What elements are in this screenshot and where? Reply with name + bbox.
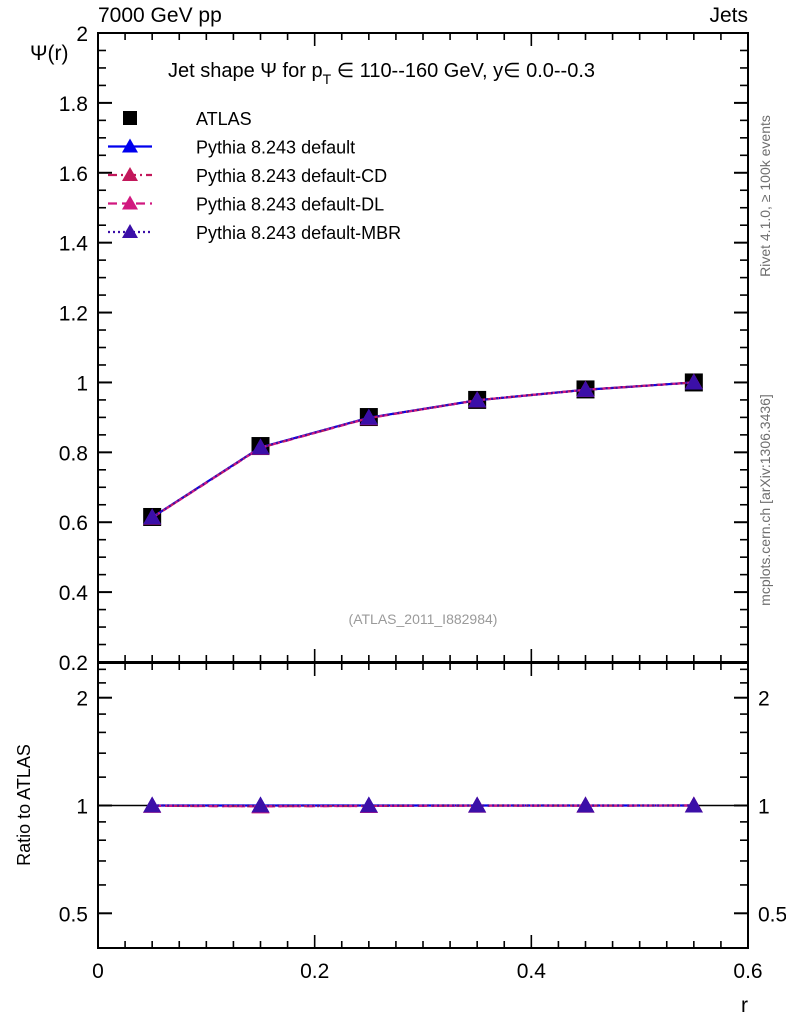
ratio-data-point-marker (251, 796, 270, 813)
ratio-y-tick-label-right: 2 (758, 688, 770, 711)
y-tick-label: 1.4 (59, 233, 89, 256)
legend-marker-triangle (122, 224, 138, 238)
legend-entry[interactable]: ATLAS (123, 109, 252, 129)
legend-marker-triangle (122, 138, 138, 153)
y-tick-label: 1 (76, 372, 88, 395)
legend-entry[interactable]: Pythia 8.243 default-MBR (108, 223, 401, 243)
legend-label: Pythia 8.243 default (196, 138, 355, 158)
legend-label: ATLAS (196, 109, 252, 129)
y-tick-label: 0.6 (59, 512, 88, 535)
legend-marker-triangle (122, 167, 138, 181)
y-tick-label: 2 (76, 23, 88, 46)
y-tick-label: 1.6 (59, 163, 88, 186)
ratio-data-point-marker (684, 796, 703, 813)
series-line (151, 381, 694, 519)
x-tick-label: 0 (92, 960, 104, 983)
ratio-data-point-marker (359, 796, 378, 813)
ratio-y-tick-label: 2 (76, 688, 88, 711)
legend-label: Pythia 8.243 default-CD (196, 166, 387, 186)
legend-marker-square (123, 111, 137, 125)
ratio-y-tick-label-right: 0.5 (758, 903, 786, 926)
x-tick-label: 0.4 (517, 960, 547, 983)
series-pythia-8-243-default-mbr (143, 373, 703, 525)
ratio-data-point-marker (468, 796, 487, 813)
series-line (151, 381, 694, 519)
y-tick-label: 0.4 (59, 582, 89, 605)
legend-label: Pythia 8.243 default-DL (196, 195, 384, 215)
y-tick-label: 0.2 (59, 652, 88, 675)
y-tick-label: 1.8 (59, 93, 88, 116)
series-line (151, 381, 694, 519)
legend-marker-triangle (122, 195, 138, 210)
series-line (151, 381, 694, 519)
y-tick-label: 0.8 (59, 442, 88, 465)
legend-entry[interactable]: Pythia 8.243 default (108, 138, 355, 158)
x-tick-label: 0.6 (733, 960, 762, 983)
series-pythia-8-243-default-dl (143, 373, 703, 525)
data-point-marker (576, 380, 595, 397)
ratio-y-tick-label-right: 1 (758, 796, 770, 819)
data-point-marker (359, 408, 378, 425)
data-point-marker (468, 391, 487, 408)
ratio-y-tick-label: 1 (76, 796, 88, 819)
ratio-data-point-marker (143, 796, 162, 813)
x-tick-label: 0.2 (300, 960, 329, 983)
ratio-y-tick-label: 0.5 (59, 903, 88, 926)
y-tick-label: 1.2 (59, 303, 88, 326)
ratio-series-pythia-8-243-default-mbr (143, 796, 703, 813)
series-pythia-8-243-default (143, 373, 703, 525)
legend-label: Pythia 8.243 default-MBR (196, 223, 401, 243)
ratio-data-point-marker (576, 796, 595, 813)
legend-entry[interactable]: Pythia 8.243 default-CD (108, 166, 387, 186)
legend-entry[interactable]: Pythia 8.243 default-DL (108, 195, 384, 215)
series-atlas (143, 373, 703, 526)
data-point-marker (143, 508, 162, 525)
series-pythia-8-243-default-cd (143, 373, 703, 525)
data-point-marker (251, 438, 270, 455)
data-point-marker (684, 373, 703, 390)
